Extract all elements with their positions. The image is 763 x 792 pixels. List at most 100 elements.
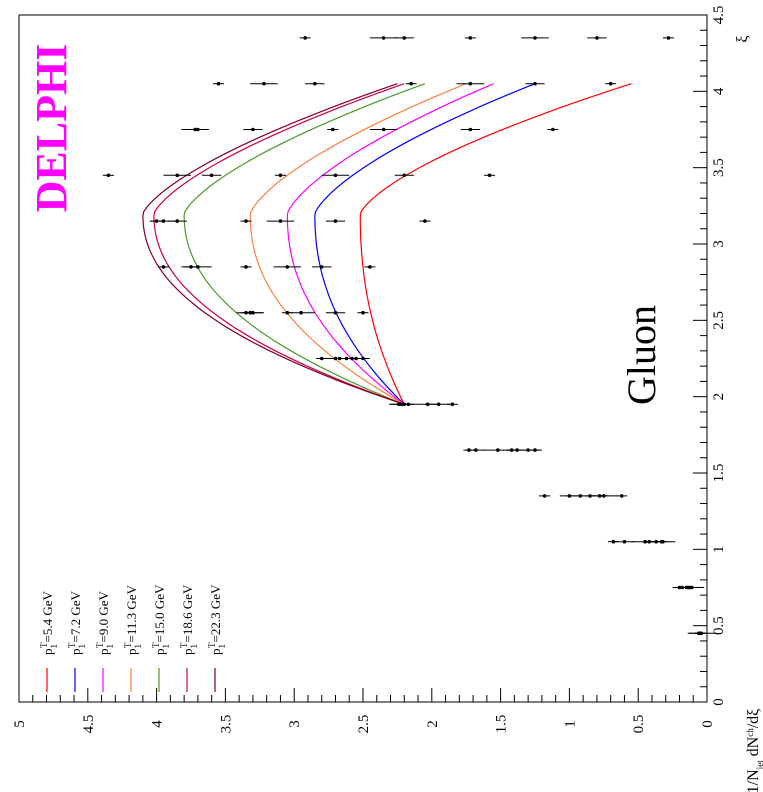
legend-sub: 1 (189, 644, 199, 649)
y-tick-label: 4 (150, 720, 166, 728)
data-point (333, 173, 338, 178)
legend-label-4: p1T=15.0 GeV (151, 584, 171, 655)
data-point (468, 81, 473, 86)
data-point (402, 36, 407, 40)
axis-ticks (18, 14, 708, 703)
data-point (333, 219, 338, 223)
x-tick-label: 2 (711, 393, 727, 401)
y-tick-label: 0 (700, 720, 716, 728)
x-tick-label: 3.5 (711, 158, 727, 177)
y-axis-title: 1/Njet dNch/dξ (745, 709, 763, 792)
x-tick-label: 2.5 (711, 311, 727, 330)
data-point (209, 173, 214, 178)
legend-pre: p (124, 649, 139, 656)
data-point (106, 173, 111, 178)
data-point (542, 494, 547, 498)
legend-sup: T (123, 642, 133, 648)
legend-post: =22.3 GeV (208, 584, 223, 642)
legend-pre: p (40, 649, 55, 656)
data-point (333, 310, 338, 315)
data-point (526, 448, 530, 452)
x-tick-label: 1 (711, 546, 727, 554)
data-point (661, 539, 665, 544)
data-point (319, 265, 324, 269)
legend-post: =7.2 GeV (68, 591, 83, 643)
data-point (313, 81, 317, 86)
y-tick-label: 1.5 (494, 715, 510, 734)
y-title-c: dN (745, 736, 762, 760)
x-tick-label: 1.5 (711, 464, 727, 483)
tick-labels: 0 0.5 1 1.5 2 2.5 3 3.5 4 4.5 0 0.5 1 1.5 2 2.5 3 3.5 4 4.5… (12, 6, 763, 792)
fit-curve-2 (286, 83, 494, 405)
fit-curve-0 (359, 83, 632, 405)
y-title-a: 1/N (745, 769, 762, 792)
data-point (319, 356, 324, 361)
data-point (154, 219, 159, 223)
y-tick-label: 2 (425, 720, 441, 728)
data-point (330, 127, 335, 132)
data-point (196, 265, 200, 269)
x-tick-label: 3 (711, 240, 727, 248)
data-point (354, 356, 358, 361)
data-point (423, 219, 427, 223)
data-point (619, 494, 624, 498)
data-point (690, 585, 694, 590)
data-point (622, 539, 627, 544)
y-title-b: jet (755, 760, 763, 770)
data-point (402, 173, 407, 178)
legend-sup: T (95, 642, 105, 648)
data-point (450, 402, 455, 407)
legend-label-2: p1T=9.0 GeV (95, 591, 115, 655)
legend-sub: 1 (161, 644, 171, 649)
data-point (487, 173, 492, 178)
data-point (161, 219, 166, 223)
legend-label-3: p1T=11.3 GeV (123, 584, 143, 655)
legend-pre: p (96, 649, 111, 656)
fit-curve-6 (142, 83, 405, 405)
data-point (436, 402, 441, 407)
data-point (244, 265, 248, 269)
legend-pre: p (180, 649, 195, 656)
data-point (251, 127, 255, 132)
x-tick-label: 4.5 (711, 6, 727, 25)
y-tick-label: 5 (12, 720, 28, 728)
x-tick-label: 0.5 (711, 616, 727, 635)
data-point (551, 127, 555, 132)
data-point (278, 219, 283, 223)
data-point (381, 36, 386, 40)
legend-sup: T (207, 642, 217, 648)
legend-sup: T (151, 642, 161, 648)
legend-sub: 1 (217, 644, 227, 649)
data-point (216, 81, 221, 86)
data-point (406, 402, 411, 407)
data-point (578, 494, 583, 498)
y-tick-label: 0.5 (631, 715, 647, 734)
x-tick-label: 0 (711, 698, 727, 706)
legend-sup: T (39, 642, 49, 648)
data-point (368, 265, 372, 269)
legend-label-0: p1T=5.4 GeV (39, 591, 59, 655)
legend-post: =11.3 GeV (124, 584, 139, 642)
y-tick-label: 2.5 (356, 715, 372, 734)
fit-curve-1 (314, 83, 536, 405)
data-point (381, 127, 386, 132)
data-point (175, 173, 180, 178)
data-point (285, 310, 290, 315)
legend-post: =18.6 GeV (180, 584, 195, 642)
data-point (244, 219, 248, 223)
data-point (468, 127, 473, 132)
data-point (262, 81, 266, 86)
data-point (468, 36, 473, 40)
gluon-label: Gluon (619, 305, 664, 405)
legend-label-6: p1T=22.3 GeV (207, 584, 227, 655)
data-points (102, 36, 716, 636)
legend-sup: T (179, 642, 189, 648)
data-point (474, 448, 478, 452)
legend-pre: p (208, 649, 223, 656)
y-title-e: /dξ (745, 709, 762, 729)
data-point (278, 173, 283, 178)
legend-sup: T (67, 642, 77, 648)
data-point (361, 310, 365, 315)
